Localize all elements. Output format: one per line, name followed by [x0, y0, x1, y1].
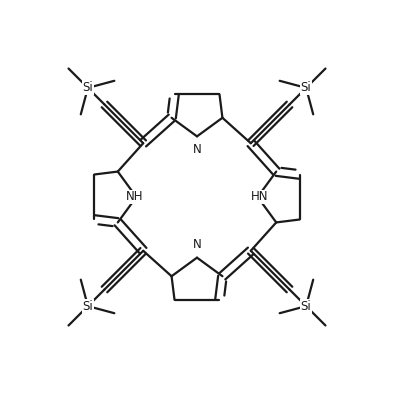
Text: Si: Si [82, 82, 93, 95]
Text: N: N [193, 238, 201, 251]
Text: N: N [193, 143, 201, 156]
Text: NH: NH [126, 191, 143, 203]
Text: Si: Si [301, 82, 312, 95]
Text: Si: Si [301, 299, 312, 312]
Text: HN: HN [251, 191, 268, 203]
Text: Si: Si [82, 299, 93, 312]
